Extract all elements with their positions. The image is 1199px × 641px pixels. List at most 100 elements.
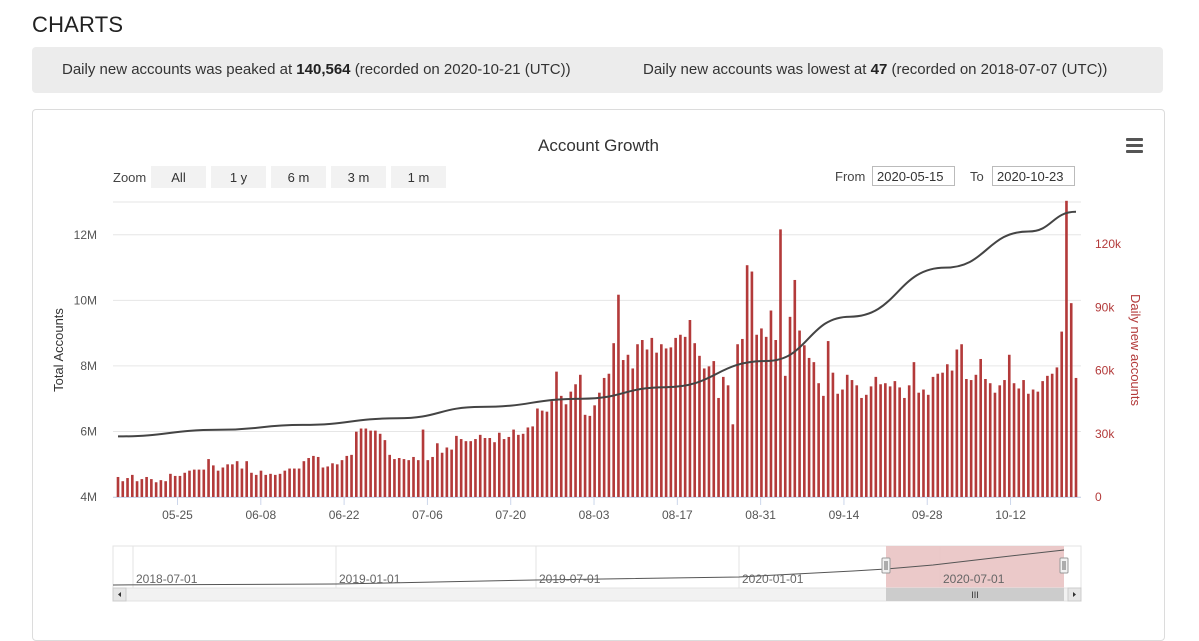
low-suffix: (recorded on 2018-07-07 (UTC)) [887, 61, 1108, 78]
y-left-tick-label: 10M [74, 293, 97, 307]
navigator-label: 2019-07-01 [539, 572, 601, 586]
hamburger-menu-icon[interactable] [1126, 138, 1144, 153]
daily-bar [922, 389, 925, 497]
daily-bar [769, 310, 773, 497]
daily-bar [154, 482, 158, 497]
y-right-tick-label: 60k [1095, 364, 1115, 378]
daily-bar [355, 431, 358, 497]
daily-bar [745, 265, 749, 497]
daily-bar [388, 454, 391, 497]
daily-bar [273, 474, 277, 498]
daily-bar [965, 379, 968, 497]
daily-bar [169, 473, 172, 497]
daily-bar [636, 344, 639, 497]
chart-plot: Total Accounts Daily new accounts 4M 6M 8M… [51, 200, 1143, 602]
zoom-all-button[interactable]: All [151, 166, 206, 188]
daily-bar [550, 401, 554, 498]
daily-bar [893, 381, 897, 497]
navigator-label: 2018-07-01 [136, 572, 198, 586]
y-left-tick-label: 6M [80, 424, 97, 438]
daily-bar [955, 349, 959, 497]
daily-bar [321, 467, 325, 497]
daily-bar [345, 455, 349, 497]
zoom-6m-button[interactable]: 6 m [271, 166, 326, 188]
daily-bar [884, 383, 887, 497]
daily-bar [588, 415, 592, 498]
daily-bar [741, 338, 744, 497]
daily-bar [645, 349, 649, 497]
daily-bar [469, 441, 473, 497]
daily-bar [359, 428, 363, 497]
daily-bar [126, 478, 129, 497]
daily-bar [831, 372, 835, 497]
from-date-input[interactable] [872, 166, 955, 186]
daily-bar [917, 392, 921, 497]
daily-bar [264, 474, 268, 498]
daily-bar [764, 336, 768, 497]
daily-bar [536, 408, 539, 497]
daily-bar [555, 371, 558, 498]
daily-bar [926, 394, 930, 497]
daily-bars [116, 200, 1078, 498]
daily-bar [450, 449, 453, 497]
daily-bar [526, 427, 530, 497]
y-left-tick-label: 8M [80, 359, 97, 373]
navigator-handle[interactable] [881, 557, 891, 574]
daily-bar [826, 341, 830, 497]
arrow-left-icon [118, 592, 121, 597]
total-line-group [117, 210, 1077, 438]
daily-bar [760, 328, 763, 497]
daily-bar [178, 475, 182, 497]
zoom-1m-button[interactable]: 1 m [391, 166, 446, 188]
daily-bar [960, 344, 963, 497]
daily-bar [702, 368, 706, 497]
daily-bar [798, 330, 801, 497]
daily-bar [583, 414, 587, 497]
daily-bar [888, 386, 892, 498]
daily-bar [721, 376, 725, 497]
daily-bar [907, 385, 911, 497]
navigator[interactable]: 2018-07-01 2019-01-01 2019-07-01 2020-01-01… [112, 545, 1082, 602]
daily-bar [245, 461, 248, 497]
zoom-3m-button[interactable]: 3 m [331, 166, 386, 188]
daily-bar [1012, 383, 1016, 497]
daily-bar [1065, 200, 1068, 497]
daily-bar [150, 479, 153, 497]
peak-prefix: Daily new accounts was peaked at [62, 61, 297, 78]
daily-bar [278, 473, 282, 497]
y-left-tick-label: 12M [74, 228, 97, 242]
x-tick-label: 06-22 [329, 508, 360, 522]
daily-bar [116, 476, 120, 497]
navigator-scrollbar-thumb[interactable] [886, 588, 1064, 601]
daily-bar [1060, 331, 1064, 497]
daily-bar [212, 465, 215, 497]
daily-bar [617, 294, 620, 497]
daily-bar [259, 470, 263, 497]
to-date-input[interactable] [992, 166, 1075, 186]
daily-bar [512, 429, 515, 497]
navigator-label: 2020-07-01 [943, 572, 1005, 586]
zoom-1y-button[interactable]: 1 y [211, 166, 266, 188]
y-axis-right-title: Daily new accounts [1128, 294, 1143, 406]
daily-bar [416, 460, 420, 498]
daily-bar [621, 360, 625, 497]
daily-bar [221, 467, 225, 497]
daily-bar [483, 438, 487, 497]
daily-bar [931, 376, 935, 497]
daily-bar [579, 374, 582, 497]
daily-bar [531, 426, 534, 497]
x-tick-label: 08-31 [745, 508, 776, 522]
daily-bar [316, 456, 320, 497]
daily-bar [788, 316, 792, 497]
daily-bar [364, 428, 368, 497]
grid-lines [113, 201, 1081, 498]
daily-bar [783, 375, 787, 497]
daily-bar [350, 454, 353, 497]
daily-bar [288, 468, 291, 497]
x-tick-label: 09-14 [829, 508, 860, 522]
daily-bar [436, 443, 439, 497]
daily-bar [493, 442, 496, 497]
daily-bar [688, 320, 692, 497]
daily-bar [369, 430, 372, 498]
navigator-handle[interactable] [1059, 557, 1069, 574]
